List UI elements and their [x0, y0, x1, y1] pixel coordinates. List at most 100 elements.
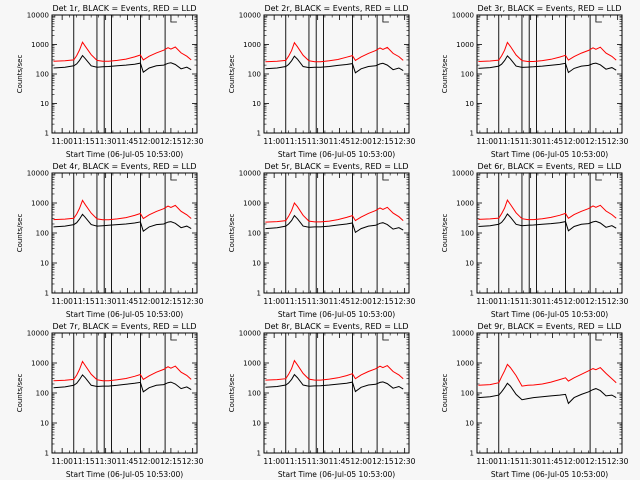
x-tick-label: 11:00	[476, 457, 498, 466]
x-tick-label: 11:00	[263, 137, 285, 146]
y-tick-label: 1000	[243, 360, 261, 368]
y-tick-label: 100	[461, 71, 474, 79]
x-tick-label: 11:15	[73, 137, 95, 146]
lld-series-line	[265, 202, 404, 223]
y-tick-label: 100	[461, 230, 474, 238]
attenuator-bracket	[382, 16, 389, 23]
panel-7: Det 7r, BLACK = Events, RED = LLD Counts/…	[16, 322, 204, 479]
events-series-line	[53, 213, 192, 233]
x-tick-label: 11:15	[498, 297, 520, 306]
y-tick-label: 1	[470, 130, 474, 138]
x-tick-label: 11:30	[307, 297, 329, 306]
y-axis-label: Counts/sec	[228, 374, 236, 413]
y-tick-label: 10	[40, 260, 49, 268]
x-tick-label: 11:00	[51, 297, 73, 306]
lld-series-line	[478, 363, 617, 387]
x-tick-label: 12:00	[350, 137, 372, 146]
x-axis-label: Start Time (06-Jul-05 10:53:00)	[278, 150, 395, 159]
x-tick-label: 11:45	[117, 137, 139, 146]
lld-series-line	[478, 41, 617, 62]
x-axis-label: Start Time (06-Jul-05 10:53:00)	[491, 150, 608, 159]
attenuator-bracket	[382, 334, 389, 341]
y-tick-label: 10	[252, 100, 261, 108]
x-tick-label: 12:15	[372, 297, 394, 306]
y-tick-label: 1000	[31, 200, 49, 208]
x-tick-label: 12:15	[372, 137, 394, 146]
y-tick-label: 10000	[239, 330, 261, 338]
lld-series-line	[478, 199, 617, 221]
x-axis-label: Start Time (06-Jul-05 10:53:00)	[278, 310, 395, 319]
y-tick-label: 100	[36, 230, 49, 238]
x-tick-label: 12:15	[585, 137, 607, 146]
x-tick-label: 12:30	[394, 457, 416, 466]
y-axis-label: Counts/sec	[16, 55, 24, 94]
y-tick-label: 10000	[239, 12, 261, 20]
y-tick-label: 10000	[452, 12, 474, 20]
panel-title: Det 1r, BLACK = Events, RED = LLD	[52, 4, 196, 13]
y-tick-label: 100	[248, 390, 261, 398]
y-axis-label: Counts/sec	[16, 214, 24, 253]
panel-6: Det 6r, BLACK = Events, RED = LLD Counts/…	[441, 162, 629, 319]
y-tick-label: 100	[36, 71, 49, 79]
x-tick-label: 11:00	[263, 457, 285, 466]
x-tick-label: 11:00	[476, 297, 498, 306]
panel-title: Det 5r, BLACK = Events, RED = LLD	[264, 162, 408, 171]
panel-9: Det 9r, BLACK = Events, RED = LLD Counts/…	[441, 322, 629, 479]
x-tick-label: 11:15	[73, 297, 95, 306]
y-axis-label: Counts/sec	[228, 55, 236, 94]
lld-series-line	[53, 199, 192, 221]
x-tick-label: 11:45	[542, 297, 564, 306]
x-tick-label: 12:00	[563, 297, 585, 306]
x-tick-label: 11:30	[520, 297, 542, 306]
x-tick-label: 11:00	[476, 137, 498, 146]
y-tick-label: 10	[252, 260, 261, 268]
panel-title: Det 6r, BLACK = Events, RED = LLD	[477, 162, 621, 171]
x-tick-label: 11:30	[95, 137, 117, 146]
y-tick-label: 10	[40, 100, 49, 108]
y-tick-label: 10	[252, 420, 261, 428]
y-tick-label: 100	[461, 390, 474, 398]
x-tick-label: 11:30	[307, 457, 329, 466]
x-tick-label: 11:45	[329, 457, 351, 466]
x-tick-label: 11:45	[117, 297, 139, 306]
x-tick-label: 11:45	[542, 457, 564, 466]
panel-5: Det 5r, BLACK = Events, RED = LLD Counts/…	[228, 162, 416, 319]
lld-series-line	[265, 41, 404, 63]
y-tick-label: 1000	[456, 360, 474, 368]
lld-series-line	[53, 41, 192, 62]
x-axis-label: Start Time (06-Jul-05 10:53:00)	[66, 150, 183, 159]
attenuator-bracket	[595, 334, 602, 341]
y-tick-label: 10	[465, 420, 474, 428]
y-tick-label: 1000	[456, 200, 474, 208]
x-tick-label: 11:30	[520, 457, 542, 466]
y-tick-label: 1000	[243, 41, 261, 49]
y-tick-label: 10	[40, 420, 49, 428]
x-tick-label: 12:30	[607, 297, 629, 306]
y-tick-label: 1	[257, 130, 261, 138]
y-tick-label: 1	[257, 290, 261, 298]
x-tick-label: 12:15	[585, 457, 607, 466]
y-axis-label: Counts/sec	[441, 374, 449, 413]
events-series-line	[265, 373, 404, 393]
panel-3: Det 3r, BLACK = Events, RED = LLD Counts/…	[441, 4, 629, 159]
panel-title: Det 9r, BLACK = Events, RED = LLD	[477, 322, 621, 331]
events-series-line	[53, 374, 192, 393]
lld-series-line	[265, 359, 404, 381]
panel-title: Det 8r, BLACK = Events, RED = LLD	[264, 322, 408, 331]
y-tick-label: 1000	[456, 41, 474, 49]
x-tick-label: 12:30	[607, 457, 629, 466]
x-tick-label: 11:30	[520, 137, 542, 146]
attenuator-bracket	[170, 16, 177, 23]
events-series-line	[53, 54, 192, 74]
x-tick-label: 11:15	[498, 457, 520, 466]
attenuator-bracket	[382, 174, 389, 181]
y-tick-label: 1	[470, 450, 474, 458]
x-tick-label: 11:15	[73, 457, 95, 466]
x-axis-label: Start Time (06-Jul-05 10:53:00)	[491, 470, 608, 479]
y-tick-label: 1	[45, 450, 49, 458]
y-tick-label: 10000	[27, 330, 49, 338]
y-tick-label: 10000	[27, 12, 49, 20]
x-tick-label: 12:00	[138, 297, 160, 306]
attenuator-bracket	[595, 16, 602, 23]
y-axis-label: Counts/sec	[228, 214, 236, 253]
